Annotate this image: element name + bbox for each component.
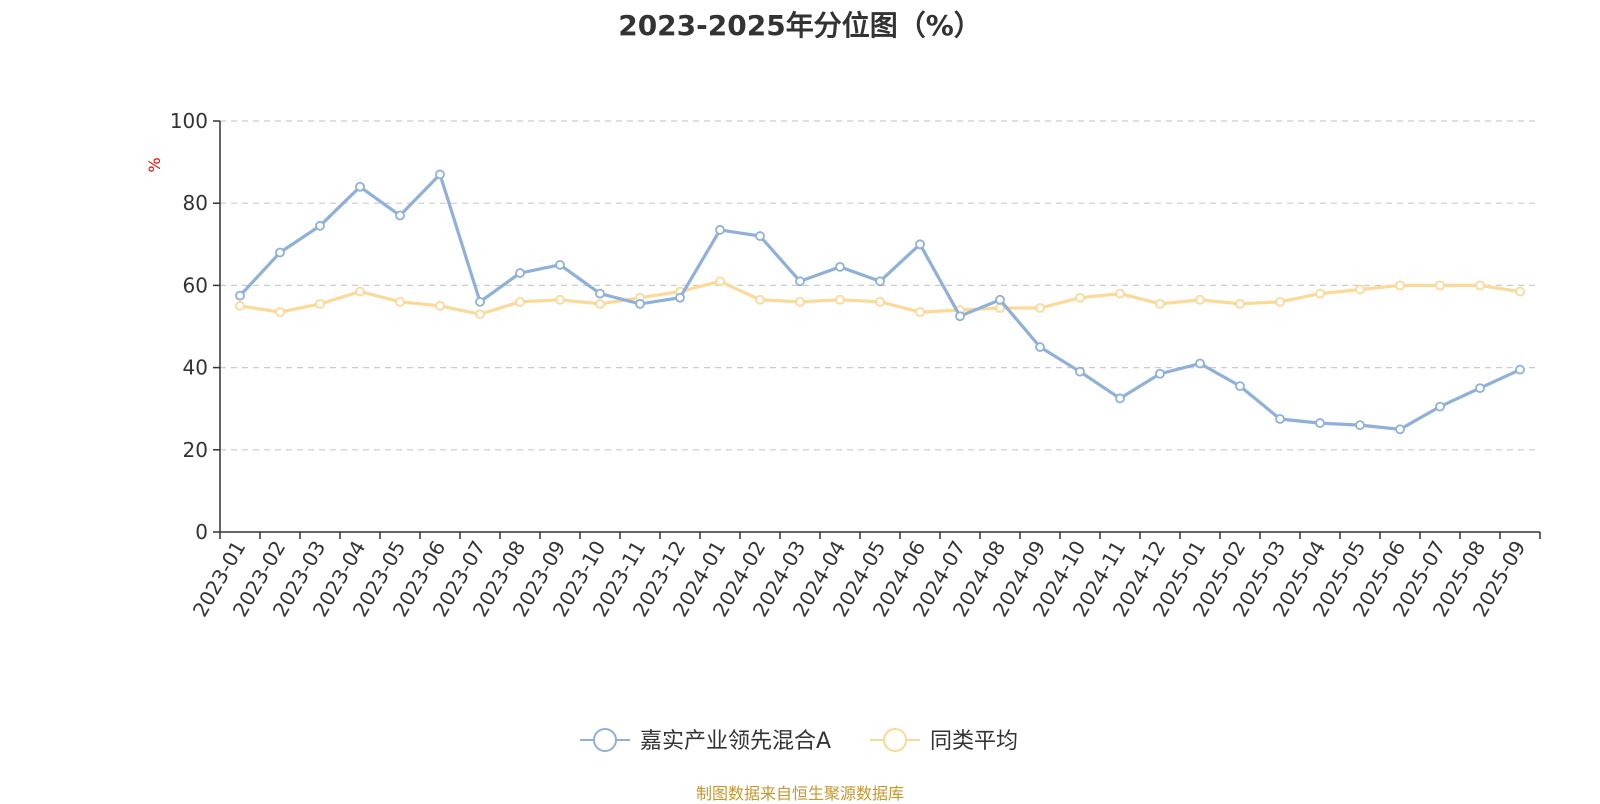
data-point-1 [1075, 366, 1085, 377]
legend: 嘉实产业领先混合A 同类平均 [580, 728, 1018, 754]
data-point-2 [515, 296, 525, 307]
data-point-2 [1395, 280, 1405, 291]
data-point-1 [275, 247, 285, 258]
y-tick-label: 80 [183, 191, 208, 215]
legend-marker-1 [593, 728, 617, 752]
data-point-2 [355, 286, 365, 297]
data-point-2 [1035, 303, 1045, 313]
data-point-2 [875, 296, 885, 307]
data-point-1 [915, 239, 925, 250]
source-note: 制图数据来自恒生聚源数据库 [695, 784, 904, 803]
x-axis: 2023-012023-022023-032023-042023-052023-… [188, 531, 1541, 621]
data-point-2 [1275, 296, 1285, 307]
data-point-1 [555, 259, 565, 270]
y-tick-label: 100 [170, 109, 208, 133]
data-point-2 [915, 307, 925, 318]
data-point-2 [835, 294, 845, 305]
data-point-1 [1195, 358, 1205, 369]
data-point-2 [795, 296, 805, 307]
data-point-2 [275, 307, 285, 318]
data-point-1 [795, 276, 805, 287]
data-point-1 [1435, 401, 1445, 412]
data-point-1 [995, 294, 1005, 305]
y-tick-label: 40 [183, 356, 208, 380]
y-tick-label: 60 [183, 273, 208, 297]
series-group [235, 169, 1525, 435]
data-point-1 [835, 262, 845, 272]
data-point-1 [235, 290, 245, 301]
y-tick-label: 0 [195, 520, 208, 544]
data-point-2 [715, 276, 725, 287]
data-point-2 [1075, 292, 1085, 303]
data-point-1 [1235, 381, 1245, 391]
data-point-1 [395, 210, 405, 221]
data-point-1 [755, 231, 765, 241]
data-point-2 [1475, 280, 1485, 291]
data-point-1 [955, 311, 965, 322]
data-point-2 [595, 298, 605, 309]
data-point-1 [1115, 393, 1125, 404]
data-point-1 [1315, 418, 1325, 428]
data-point-1 [1355, 420, 1365, 431]
data-point-2 [475, 309, 485, 320]
data-point-2 [435, 301, 445, 311]
data-point-1 [1395, 424, 1405, 435]
data-point-1 [435, 169, 445, 180]
chart-title: 2023-2025年分位图（%） [618, 9, 982, 42]
data-point-1 [875, 276, 885, 287]
legend-label-1: 嘉实产业领先混合A [640, 729, 831, 754]
data-point-1 [315, 220, 325, 231]
data-point-1 [715, 225, 725, 235]
data-point-1 [515, 268, 525, 278]
y-axis: 0 20 40 60 80 100 [170, 109, 221, 544]
data-point-1 [675, 292, 685, 303]
data-point-2 [755, 294, 765, 305]
legend-marker-2 [883, 728, 907, 752]
y-axis-label: % [145, 157, 164, 172]
data-point-1 [1155, 368, 1165, 379]
legend-label-2: 同类平均 [930, 729, 1018, 754]
data-point-1 [1275, 414, 1285, 424]
data-point-2 [1155, 298, 1165, 309]
y-tick-label: 20 [183, 438, 208, 462]
data-point-2 [1195, 294, 1205, 305]
data-point-1 [355, 181, 365, 192]
data-point-2 [1315, 288, 1325, 299]
data-point-2 [315, 298, 325, 309]
data-point-2 [555, 294, 565, 305]
data-point-1 [635, 298, 645, 309]
data-point-2 [1515, 286, 1525, 297]
data-point-2 [1115, 288, 1125, 299]
data-point-1 [1515, 364, 1525, 375]
data-point-2 [1355, 284, 1365, 295]
data-point-1 [595, 288, 605, 299]
data-point-2 [1435, 280, 1445, 291]
data-point-2 [1235, 298, 1245, 309]
data-point-1 [475, 296, 485, 307]
data-point-1 [1035, 342, 1045, 352]
data-point-2 [395, 296, 405, 307]
data-point-2 [235, 301, 245, 311]
data-point-1 [1475, 383, 1485, 394]
